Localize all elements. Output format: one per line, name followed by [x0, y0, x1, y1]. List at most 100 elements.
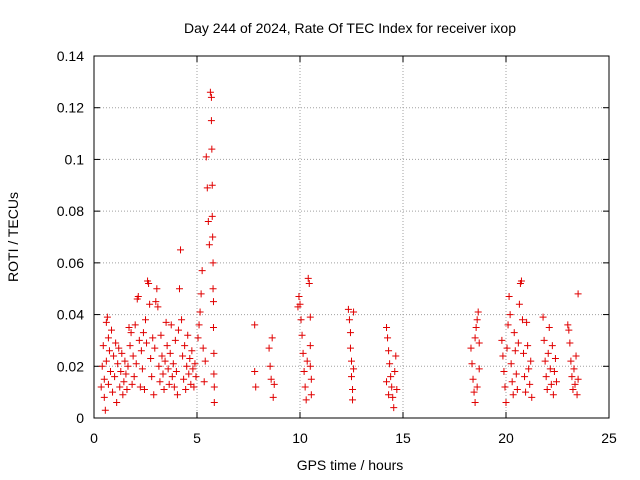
data-point [383, 378, 391, 386]
data-point [514, 339, 522, 347]
data-point [574, 375, 582, 383]
data-point [267, 375, 275, 383]
data-point [541, 357, 549, 365]
data-point [207, 117, 215, 125]
data-point [208, 212, 216, 220]
data-point [307, 391, 315, 399]
data-point [186, 355, 194, 363]
data-point [522, 388, 530, 396]
data-point [111, 373, 119, 381]
x-tick-label: 20 [498, 430, 514, 446]
data-point [100, 393, 108, 401]
data-point [468, 360, 476, 368]
data-point [298, 331, 306, 339]
data-point [501, 383, 509, 391]
data-point [142, 316, 149, 324]
data-point [160, 386, 168, 394]
data-point [157, 331, 165, 339]
data-point [564, 321, 572, 329]
data-point [520, 349, 528, 357]
x-tick-label: 25 [601, 430, 617, 446]
data-point [500, 367, 508, 375]
data-point [179, 352, 187, 360]
x-tick-label: 0 [90, 430, 98, 446]
data-point [523, 318, 531, 326]
data-points [97, 88, 582, 414]
data-point [300, 367, 308, 375]
y-tick-label: 0.1 [65, 151, 85, 167]
data-point [126, 342, 134, 350]
data-point [172, 367, 180, 375]
data-point [565, 326, 573, 334]
data-point [467, 344, 475, 352]
data-point [164, 365, 172, 373]
data-point [473, 383, 481, 391]
data-point [210, 349, 218, 357]
y-tick-label: 0.04 [57, 307, 84, 323]
data-point [209, 285, 217, 293]
data-point [162, 318, 170, 326]
data-point [473, 316, 481, 324]
data-point [143, 339, 151, 347]
y-tick-label: 0.08 [57, 203, 84, 219]
data-point [159, 370, 167, 378]
y-tick-label: 0.06 [57, 255, 84, 271]
data-point [210, 370, 218, 378]
data-point [148, 373, 156, 381]
data-point [198, 267, 206, 275]
data-point [196, 308, 204, 316]
data-point [184, 331, 192, 339]
data-point [168, 373, 176, 381]
data-point [266, 362, 274, 370]
data-point [574, 290, 582, 298]
data-point [195, 321, 203, 329]
data-point [98, 362, 106, 370]
data-point [303, 357, 311, 365]
data-point [183, 362, 191, 370]
data-point [102, 318, 110, 326]
data-point [345, 316, 353, 324]
data-point [171, 336, 179, 344]
data-point [102, 357, 110, 365]
data-point [346, 329, 354, 337]
data-point [502, 398, 510, 406]
data-point [175, 285, 183, 293]
data-point [197, 290, 205, 298]
data-point [201, 357, 209, 365]
x-axis-label: GPS time / hours [297, 457, 404, 473]
data-point [513, 386, 521, 394]
data-point [305, 280, 313, 288]
data-point [106, 367, 114, 375]
data-point [348, 373, 355, 381]
y-tick-label: 0.14 [57, 48, 84, 64]
data-point [391, 367, 399, 375]
data-point [173, 391, 181, 399]
data-point [113, 398, 121, 406]
data-point [139, 329, 147, 337]
data-point [134, 292, 142, 300]
data-point [390, 404, 398, 412]
data-point [510, 329, 518, 337]
data-point [518, 316, 526, 324]
data-point [526, 380, 534, 388]
data-point [170, 383, 178, 391]
data-point [114, 360, 122, 368]
data-point [566, 339, 574, 347]
data-point [505, 292, 513, 300]
data-point [392, 352, 400, 360]
x-tick-label: 15 [395, 430, 411, 446]
data-point [204, 217, 212, 225]
data-point [124, 362, 132, 370]
data-point [119, 391, 127, 399]
data-point [166, 349, 174, 357]
data-point [120, 378, 128, 386]
data-point [521, 373, 529, 381]
data-point [542, 373, 550, 381]
data-point [547, 380, 555, 388]
data-point [508, 378, 516, 386]
data-point [209, 324, 217, 331]
data-point [138, 365, 146, 373]
data-point [200, 378, 208, 386]
data-point [206, 88, 214, 96]
